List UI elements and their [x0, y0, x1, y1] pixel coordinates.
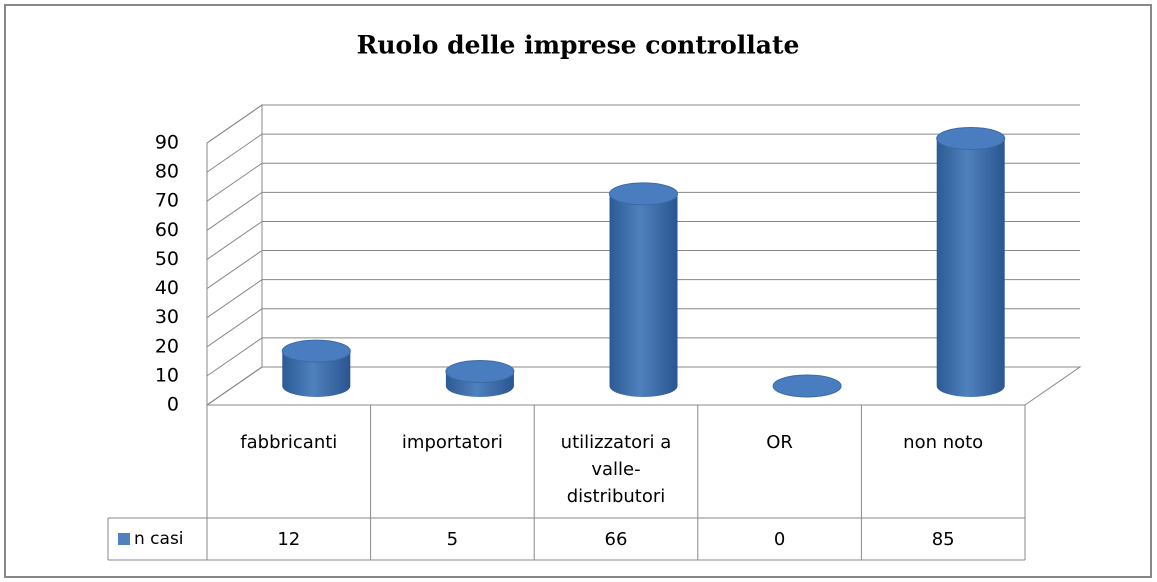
value-label: 85 — [931, 529, 955, 550]
cylinder — [772, 374, 842, 398]
y-tick-label: 70 — [155, 190, 179, 212]
table-lines — [107, 404, 1026, 561]
y-tick-label: 40 — [155, 277, 179, 299]
grid-line — [206, 308, 1080, 348]
category-label: non noto — [903, 432, 984, 453]
chart-title: Ruolo delle imprese controllate — [357, 31, 800, 60]
cylinder-top — [281, 339, 351, 363]
cylinder — [609, 182, 678, 398]
grid-line — [206, 162, 1080, 202]
y-tick-label: 80 — [155, 161, 179, 183]
grid-line — [206, 337, 1080, 377]
grid-line — [206, 250, 1080, 289]
category-label: importatori — [401, 432, 503, 453]
cylinder-body — [936, 138, 1005, 398]
y-tick-label: 0 — [167, 394, 179, 416]
y-tick-label: 20 — [155, 335, 179, 357]
category-label: fabbricanti — [240, 432, 338, 453]
cylinder — [281, 339, 351, 398]
grid-line — [206, 279, 1080, 319]
cylinder-body — [282, 351, 351, 398]
cylinder — [445, 359, 515, 397]
y-tick-label: 50 — [155, 248, 179, 270]
category-label: OR — [766, 432, 793, 453]
grid-line — [206, 220, 1080, 260]
y-tick-label: 60 — [155, 219, 179, 241]
grid-line — [206, 104, 1080, 144]
value-label: 0 — [773, 529, 786, 550]
cylinder-body — [609, 193, 678, 398]
grid-line — [206, 133, 1080, 173]
cylinder — [936, 127, 1006, 398]
value-label: 12 — [277, 529, 301, 550]
y-tick-label: 90 — [155, 132, 179, 154]
grid-line — [206, 366, 1080, 406]
grid-line — [206, 191, 1080, 231]
cylinder-top — [772, 374, 842, 398]
cylinder-top — [609, 182, 678, 206]
value-label: 5 — [446, 529, 459, 550]
y-tick-label: 10 — [155, 364, 179, 386]
category-label: utilizzatori a valle-distributori — [560, 432, 672, 507]
legend-label: n casi — [134, 529, 184, 549]
value-label: 66 — [604, 529, 628, 550]
y-tick-label: 30 — [155, 306, 179, 328]
cylinder-top — [936, 127, 1006, 151]
cylinder-top — [445, 359, 515, 383]
legend-swatch — [118, 533, 130, 545]
